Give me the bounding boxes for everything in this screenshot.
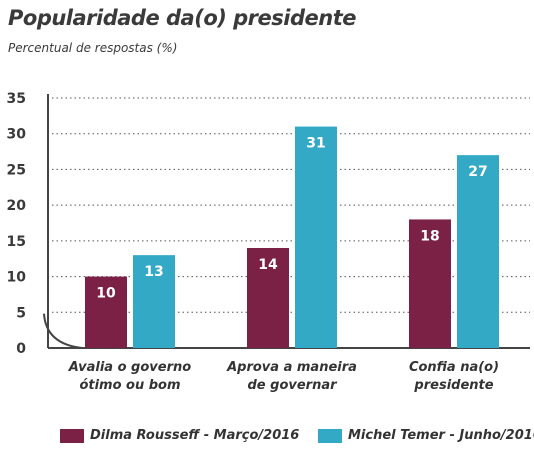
bar — [133, 255, 175, 348]
legend-label-dilma: Dilma Rousseff - Março/2016 — [90, 428, 300, 443]
data-label: 18 — [420, 228, 439, 244]
data-label: 27 — [468, 164, 487, 180]
axis-curve — [43, 313, 83, 349]
data-label: 10 — [96, 286, 116, 302]
x-category-label: Avalia o governo — [68, 360, 191, 375]
legend-swatch-dilma — [60, 428, 84, 443]
x-category-label: presidente — [413, 378, 493, 393]
data-label: 13 — [144, 264, 163, 280]
legend-swatch-temer — [318, 428, 342, 443]
chart-title: Popularidade da(o) presidente — [8, 6, 357, 30]
y-tick-label: 35 — [7, 91, 26, 107]
data-label: 31 — [306, 136, 325, 152]
y-tick-label: 30 — [7, 127, 27, 143]
x-category-label: Aprova a maneira — [226, 360, 357, 375]
legend-item-temer: Michel Temer - Junho/2016 — [318, 428, 534, 443]
bar — [85, 276, 127, 348]
x-category-label: Confia na(o) — [409, 360, 499, 375]
chart-subtitle: Percentual de respostas (%) — [8, 41, 178, 55]
bar — [247, 248, 289, 348]
y-tick-label: 25 — [7, 162, 26, 178]
y-tick-label: 0 — [16, 341, 26, 357]
legend-label-temer: Michel Temer - Junho/2016 — [348, 428, 534, 443]
bar — [457, 155, 499, 348]
y-tick-label: 5 — [16, 305, 26, 321]
y-tick-label: 10 — [7, 270, 27, 286]
bar — [295, 126, 337, 348]
data-label: 14 — [258, 257, 278, 273]
y-tick-label: 15 — [7, 234, 26, 250]
bar — [409, 219, 451, 348]
y-tick-label: 20 — [7, 198, 27, 214]
legend-item-dilma: Dilma Rousseff - Março/2016 — [60, 428, 299, 443]
legend: Dilma Rousseff - Março/2016 Michel Temer… — [0, 428, 534, 450]
x-category-label: de governar — [247, 378, 338, 393]
x-category-label: ótimo ou bom — [79, 378, 180, 393]
